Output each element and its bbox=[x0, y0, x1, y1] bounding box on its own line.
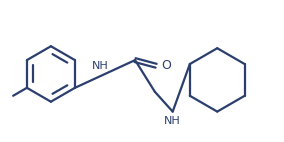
Text: O: O bbox=[161, 59, 171, 72]
Text: NH: NH bbox=[92, 61, 108, 71]
Text: NH: NH bbox=[164, 115, 181, 126]
